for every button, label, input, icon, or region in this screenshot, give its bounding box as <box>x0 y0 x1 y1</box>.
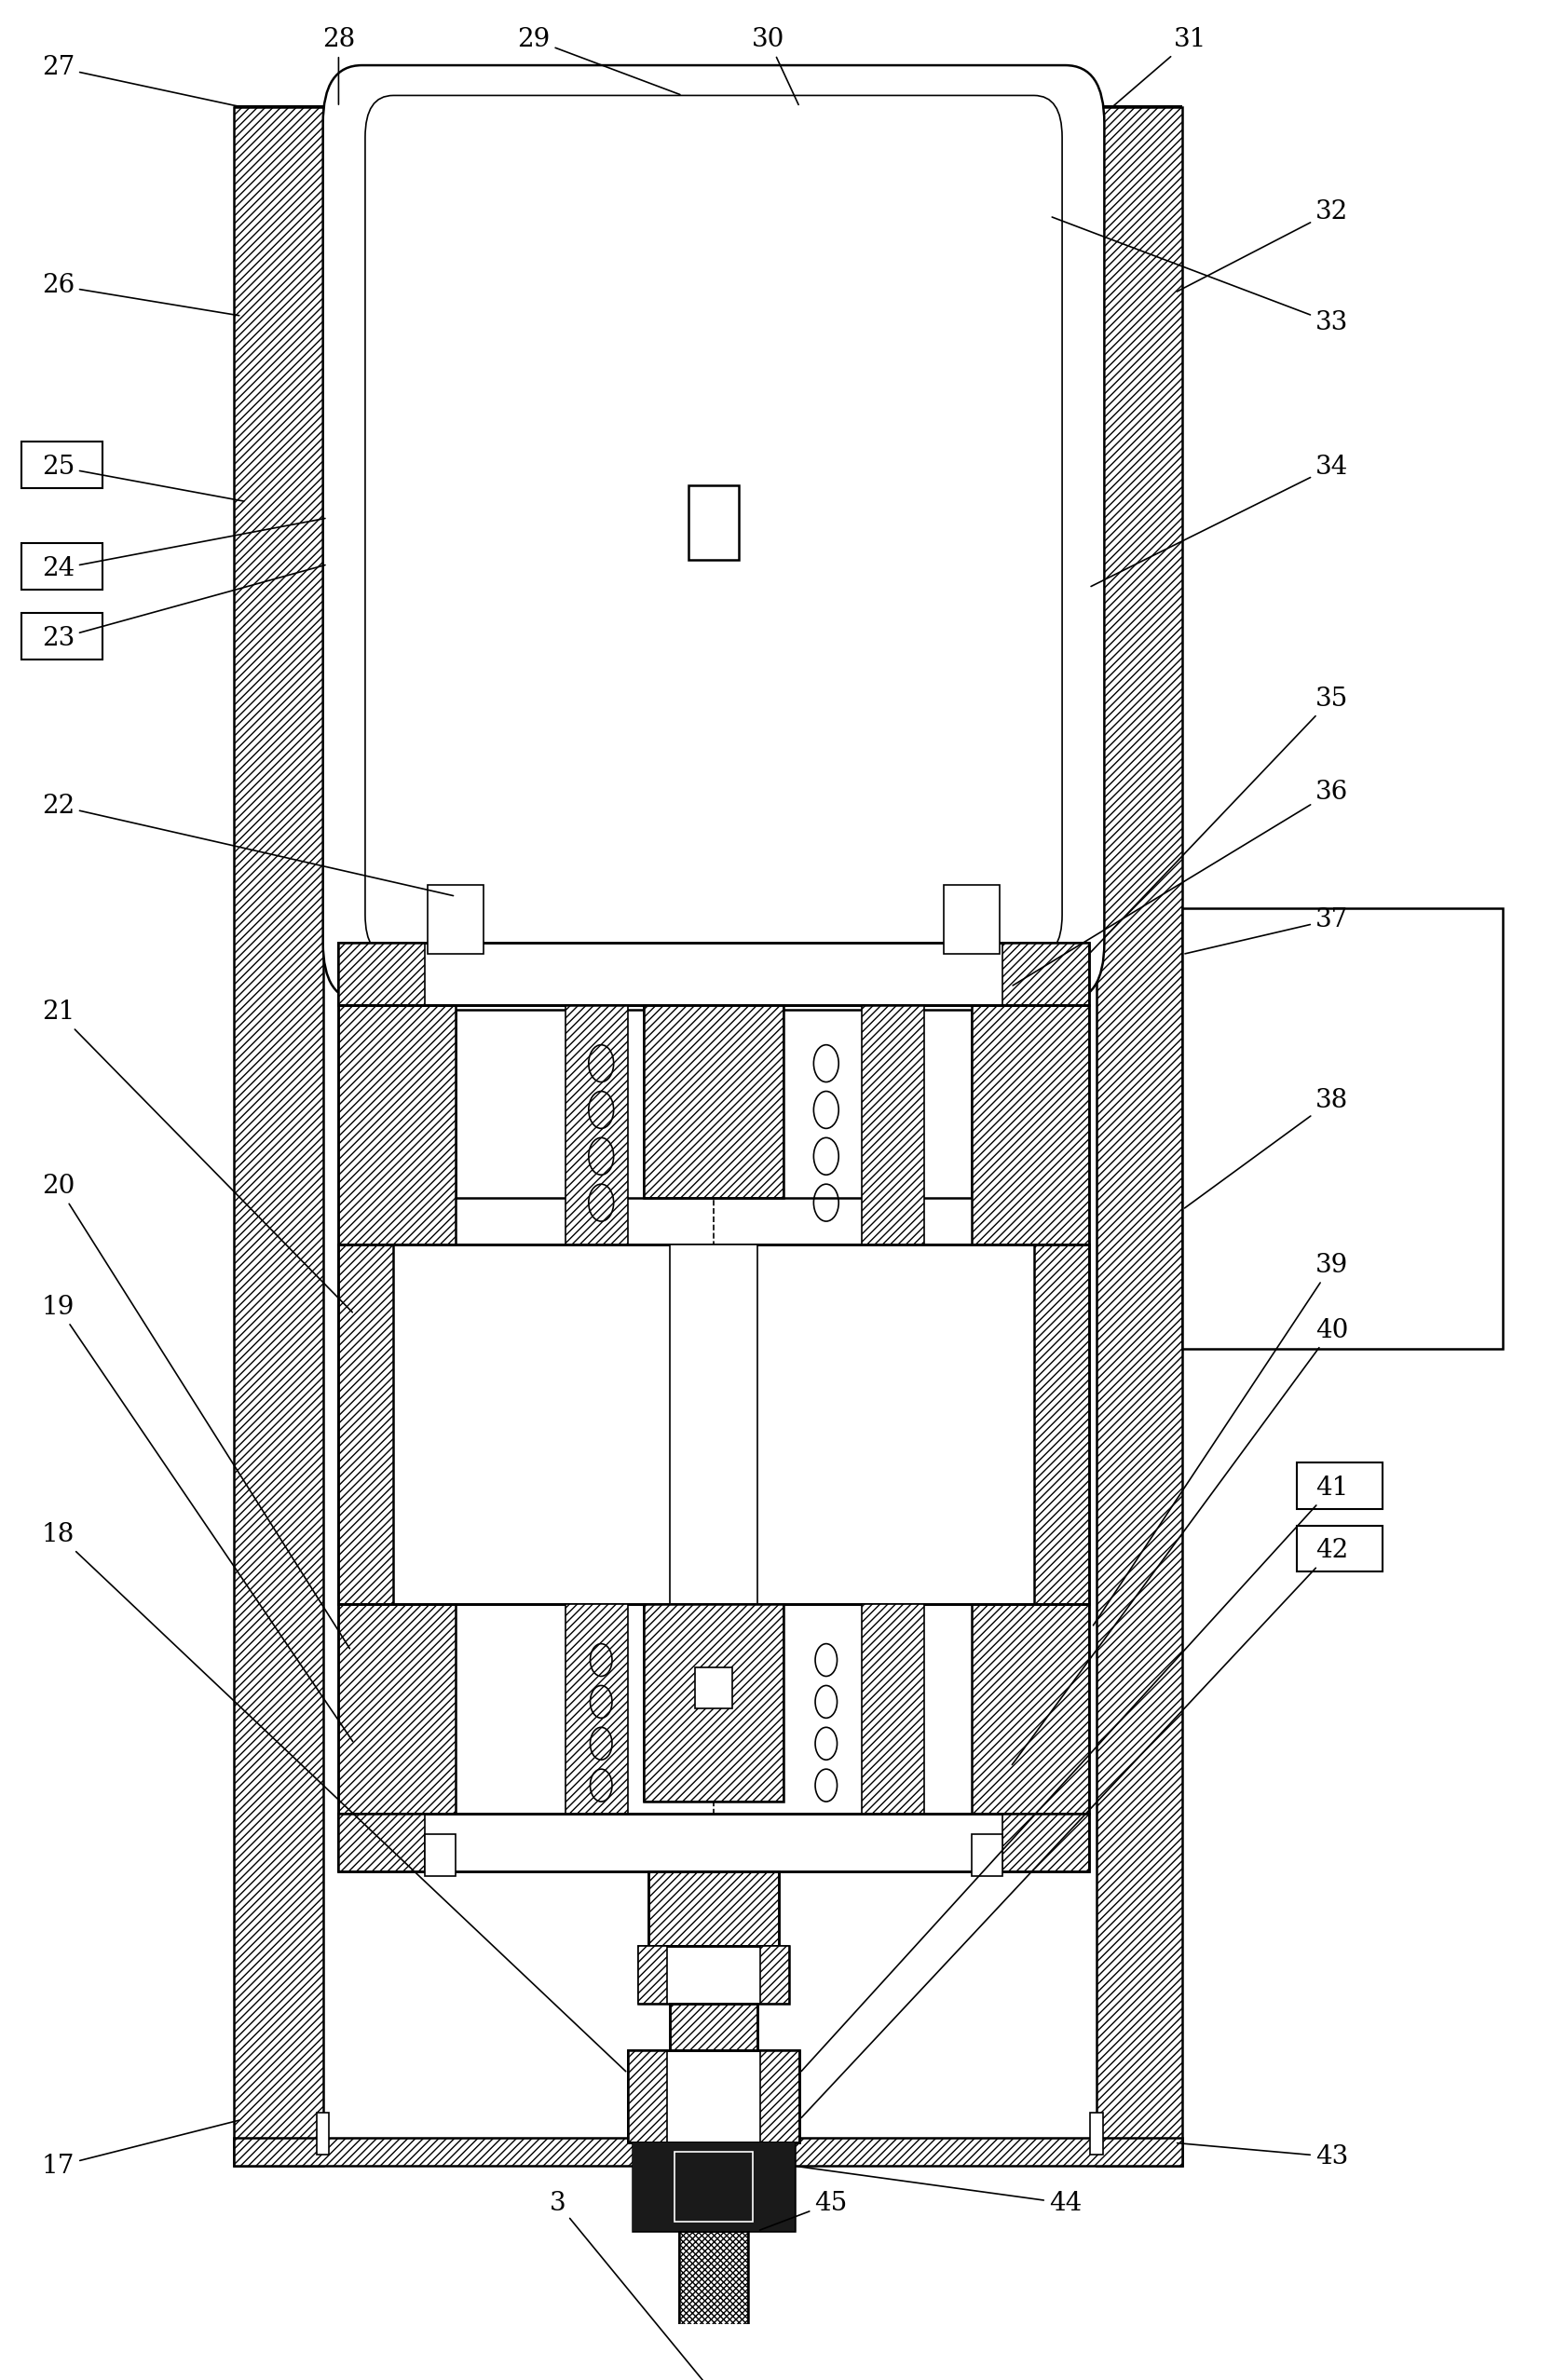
Text: 27: 27 <box>42 55 240 107</box>
Text: 23: 23 <box>42 564 324 652</box>
Bar <box>862 1604 925 1814</box>
Bar <box>679 2230 747 2347</box>
Bar <box>338 942 1087 1004</box>
Bar <box>632 2142 794 2230</box>
Text: 22: 22 <box>42 793 453 895</box>
Text: 29: 29 <box>517 26 680 95</box>
Bar <box>338 1245 1087 1604</box>
Text: 43: 43 <box>1177 2142 1348 2168</box>
Bar <box>338 1245 1087 1604</box>
Bar <box>669 1245 757 1604</box>
FancyBboxPatch shape <box>365 95 1061 957</box>
Text: 39: 39 <box>1092 1252 1348 1626</box>
Bar <box>972 1004 1087 1245</box>
Bar <box>972 1835 1003 1875</box>
FancyBboxPatch shape <box>323 64 1103 1000</box>
Text: 25: 25 <box>42 455 244 502</box>
Bar <box>564 1004 627 1245</box>
Text: 34: 34 <box>1091 455 1348 585</box>
Text: 45: 45 <box>760 2190 846 2230</box>
Text: 33: 33 <box>1051 217 1348 336</box>
Text: 32: 32 <box>1177 200 1348 293</box>
Bar <box>1003 1814 1087 1871</box>
Polygon shape <box>694 2347 732 2380</box>
Bar <box>338 942 425 1004</box>
Text: 36: 36 <box>1012 778 1348 985</box>
Bar <box>627 2049 666 2142</box>
Bar <box>642 1004 784 1197</box>
Bar <box>647 1871 779 1944</box>
Text: 19: 19 <box>42 1295 353 1742</box>
Bar <box>564 1604 627 1814</box>
Bar <box>338 1245 393 1604</box>
Text: 17: 17 <box>42 2121 240 2178</box>
Bar <box>1095 107 1182 2166</box>
Bar <box>1003 942 1087 1004</box>
Text: 35: 35 <box>1089 685 1348 952</box>
Text: 40: 40 <box>1011 1319 1348 1764</box>
Bar <box>1182 907 1501 1349</box>
Bar <box>642 1004 784 1197</box>
Bar <box>22 614 102 659</box>
Bar <box>972 1604 1087 1814</box>
Bar <box>760 2049 799 2142</box>
Bar <box>642 1604 784 1802</box>
Bar <box>627 2049 799 2142</box>
Text: 37: 37 <box>1185 907 1348 954</box>
Text: 31: 31 <box>1114 26 1207 105</box>
Bar <box>674 2152 752 2223</box>
Text: 44: 44 <box>798 2166 1081 2216</box>
Bar <box>669 2004 757 2049</box>
Bar <box>627 2049 799 2142</box>
Text: 41: 41 <box>801 1476 1348 2071</box>
Bar <box>338 942 1087 1004</box>
Bar <box>642 1604 784 1802</box>
Bar <box>338 1004 1087 1245</box>
Bar <box>338 1604 456 1814</box>
Bar <box>632 2142 794 2230</box>
Bar <box>317 2113 329 2154</box>
Text: 26: 26 <box>42 274 240 317</box>
Text: 42: 42 <box>801 1537 1348 2118</box>
Bar <box>428 885 484 954</box>
Bar <box>638 1944 788 2004</box>
Bar <box>338 1814 1087 1871</box>
Bar <box>638 1944 666 2004</box>
Bar <box>233 2137 1182 2166</box>
Bar <box>338 1604 1087 1814</box>
Bar <box>943 885 1000 954</box>
Bar <box>688 486 738 559</box>
Text: 18: 18 <box>42 1523 625 2071</box>
Bar <box>1296 1526 1382 1571</box>
Text: 24: 24 <box>42 519 324 581</box>
Text: 38: 38 <box>1183 1088 1348 1209</box>
Bar <box>338 1004 456 1245</box>
Text: 28: 28 <box>321 26 354 105</box>
Bar <box>669 2004 757 2049</box>
Bar <box>1296 1464 1382 1509</box>
Bar <box>1089 2113 1102 2154</box>
Bar <box>22 543 102 590</box>
Text: 21: 21 <box>42 1000 353 1311</box>
Bar <box>647 1871 779 1944</box>
Text: 20: 20 <box>42 1173 349 1649</box>
Bar <box>862 1004 925 1245</box>
Bar <box>22 440 102 488</box>
Bar <box>679 2230 747 2347</box>
Bar <box>338 1814 425 1871</box>
Bar <box>338 1814 1087 1871</box>
Bar <box>425 1835 456 1875</box>
Bar <box>760 1944 788 2004</box>
Bar <box>694 1666 732 1709</box>
Bar <box>233 107 323 2166</box>
Text: 3: 3 <box>548 2190 711 2380</box>
Bar <box>1033 1245 1087 1604</box>
Text: 30: 30 <box>752 26 798 105</box>
